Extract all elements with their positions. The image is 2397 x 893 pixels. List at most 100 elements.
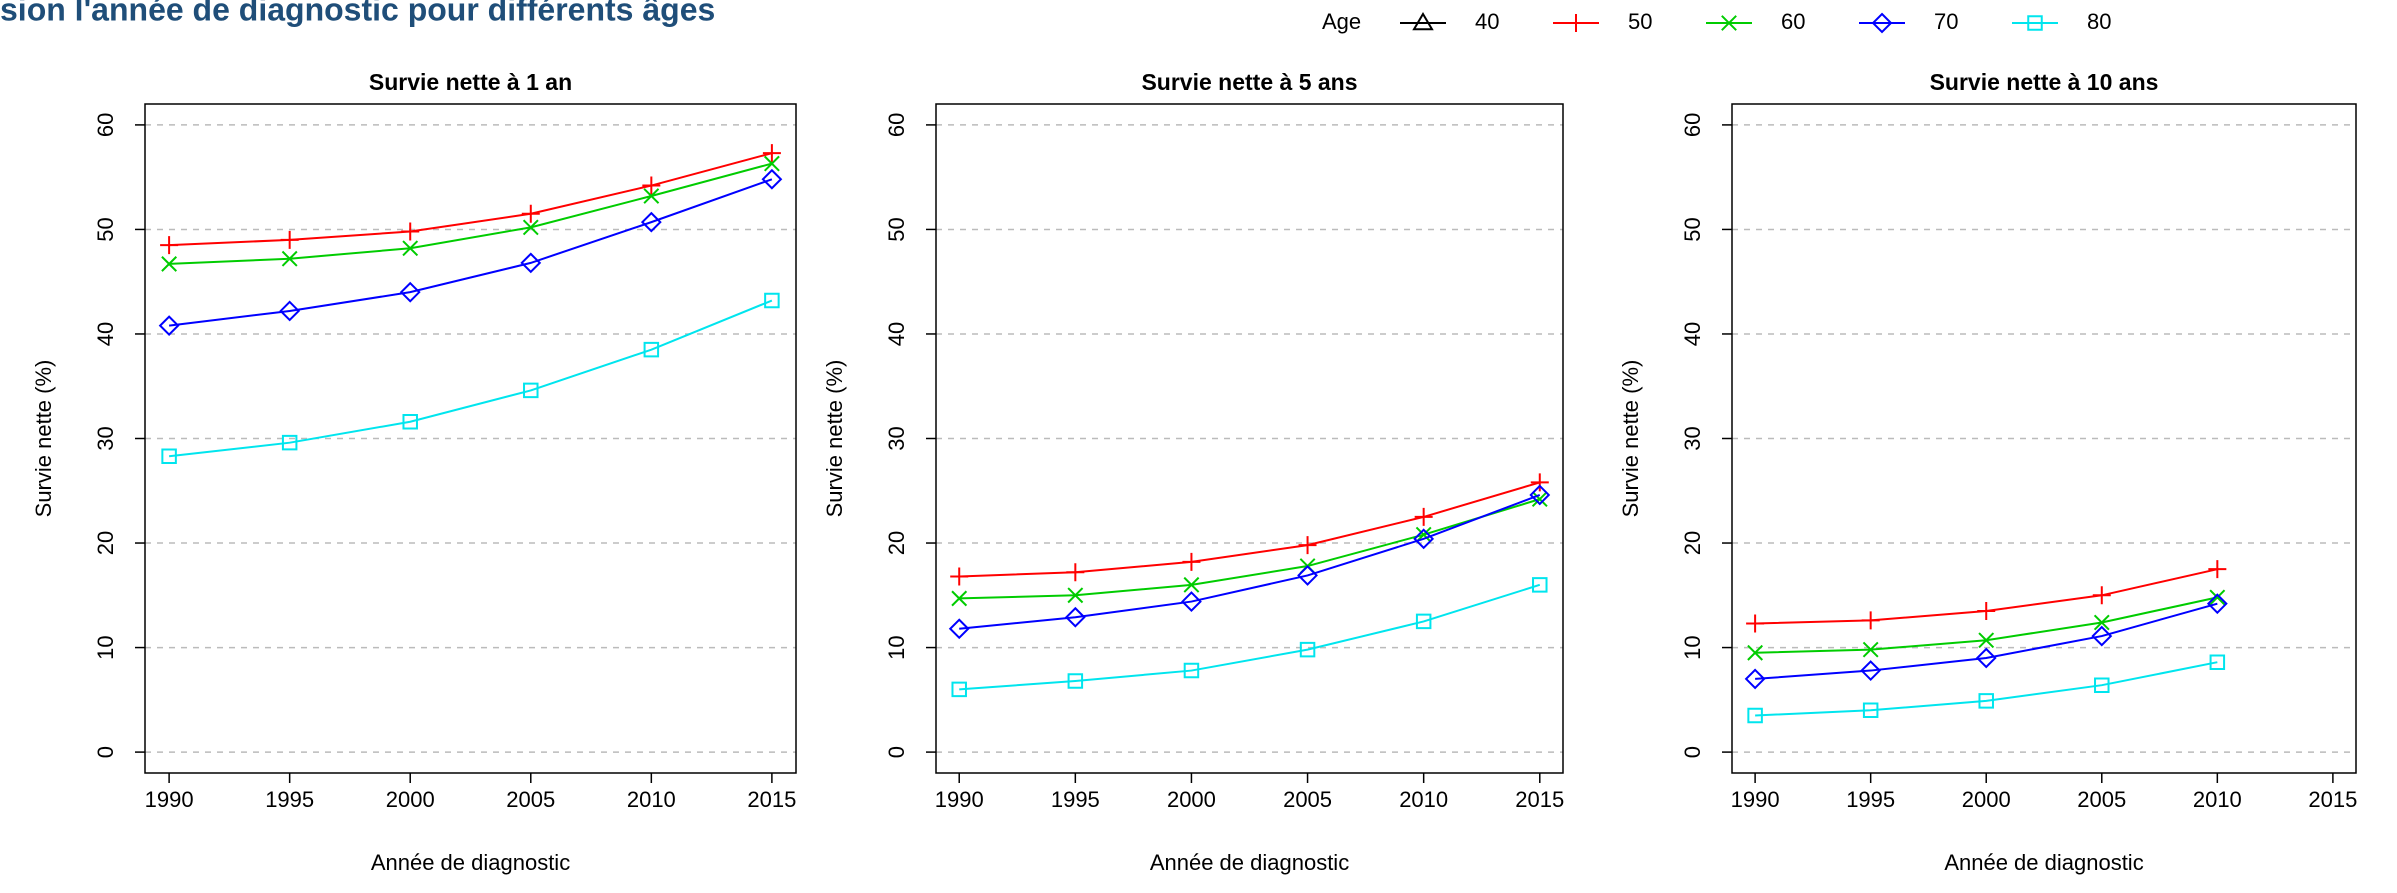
marker	[1181, 591, 1202, 612]
marker	[1747, 644, 1764, 661]
legend-title: Age	[1322, 9, 1361, 34]
y-tick-label: 20	[884, 531, 909, 555]
marker	[520, 252, 542, 274]
marker	[1067, 587, 1084, 604]
marker	[279, 300, 301, 322]
x-tick-label: 2005	[506, 787, 555, 812]
y-tick-label: 10	[884, 635, 909, 659]
series-line	[959, 498, 1541, 600]
marker	[523, 382, 539, 399]
legend-label: 60	[1781, 9, 1805, 34]
marker	[281, 250, 298, 267]
marker	[1412, 12, 1434, 31]
legend-label: 40	[1475, 9, 1499, 34]
y-tick-label: 60	[884, 113, 909, 137]
marker	[2092, 586, 2111, 605]
marker	[948, 618, 970, 640]
x-tick-label: 2010	[627, 787, 676, 812]
marker	[161, 256, 178, 272]
y-tick-label: 40	[884, 322, 909, 346]
x-tick-label: 2005	[2077, 787, 2126, 812]
marker	[160, 236, 179, 255]
marker	[1860, 660, 1882, 681]
marker	[399, 281, 421, 303]
marker	[280, 230, 299, 249]
y-tick-label: 0	[1680, 746, 1705, 758]
marker	[2209, 654, 2226, 670]
marker	[1721, 15, 1737, 31]
marker	[1064, 606, 1086, 628]
x-tick-label: 2000	[386, 787, 435, 812]
x-tick-label: 1995	[265, 787, 314, 812]
marker	[281, 434, 298, 451]
x-axis-label: Année de diagnostic	[371, 850, 570, 875]
marker	[643, 341, 660, 358]
plot-frame	[1731, 103, 2357, 774]
y-tick-label: 20	[93, 531, 118, 555]
y-axis-label: Survie nette (%)	[1618, 360, 1643, 518]
marker	[1530, 473, 1549, 492]
marker	[521, 204, 540, 223]
marker	[1531, 491, 1548, 508]
marker	[1567, 14, 1585, 32]
marker	[950, 567, 969, 586]
y-axis-label: Survie nette (%)	[822, 360, 847, 518]
marker	[1977, 601, 1996, 620]
marker	[1975, 647, 1997, 669]
marker	[2094, 677, 2110, 693]
marker	[1183, 576, 1200, 593]
marker	[763, 155, 780, 172]
x-tick-label: 1990	[935, 787, 984, 812]
marker	[402, 240, 419, 257]
marker	[1744, 668, 1766, 690]
marker	[1861, 611, 1880, 630]
marker	[1746, 614, 1765, 633]
marker	[951, 681, 967, 698]
marker	[2027, 15, 2043, 31]
y-tick-label: 30	[1680, 426, 1705, 450]
legend-label: 70	[1934, 9, 1958, 34]
y-tick-label: 0	[884, 746, 909, 758]
y-tick-label: 50	[1680, 217, 1705, 241]
marker	[1413, 528, 1435, 550]
legend-label: 50	[1628, 9, 1652, 34]
marker	[1414, 507, 1433, 526]
marker	[643, 188, 660, 204]
x-axis-label: Année de diagnostic	[1150, 850, 1349, 875]
series-line	[959, 583, 1541, 691]
marker	[1182, 552, 1201, 571]
x-tick-label: 2015	[2308, 787, 2357, 812]
x-tick-label: 2000	[1962, 787, 2011, 812]
marker	[401, 222, 420, 241]
marker	[522, 219, 539, 236]
marker	[2209, 589, 2226, 606]
y-tick-label: 0	[93, 746, 118, 758]
series-line	[168, 178, 773, 327]
x-tick-label: 2005	[1283, 787, 1332, 812]
marker	[2208, 560, 2227, 579]
marker	[642, 176, 661, 195]
y-tick-label: 40	[93, 322, 118, 346]
marker	[762, 144, 781, 163]
marker	[1299, 641, 1316, 658]
x-tick-label: 2000	[1167, 787, 1216, 812]
marker	[402, 414, 418, 430]
marker	[951, 590, 968, 607]
x-tick-label: 1995	[1846, 787, 1895, 812]
x-tick-label: 1995	[1051, 787, 1100, 812]
marker	[2091, 625, 2113, 647]
y-tick-label: 30	[93, 426, 118, 450]
marker	[1747, 707, 1763, 724]
y-tick-label: 10	[93, 635, 118, 659]
plot-frame	[935, 103, 1564, 774]
subplot-title: Survie nette à 10 ans	[1930, 69, 2159, 95]
marker	[1978, 632, 1995, 649]
marker	[1871, 12, 1893, 34]
y-tick-label: 60	[93, 113, 118, 137]
x-tick-label: 2010	[1399, 787, 1448, 812]
marker	[1862, 702, 1879, 719]
plot-frame	[144, 103, 797, 774]
marker	[1067, 673, 1084, 689]
series-line	[168, 299, 773, 458]
